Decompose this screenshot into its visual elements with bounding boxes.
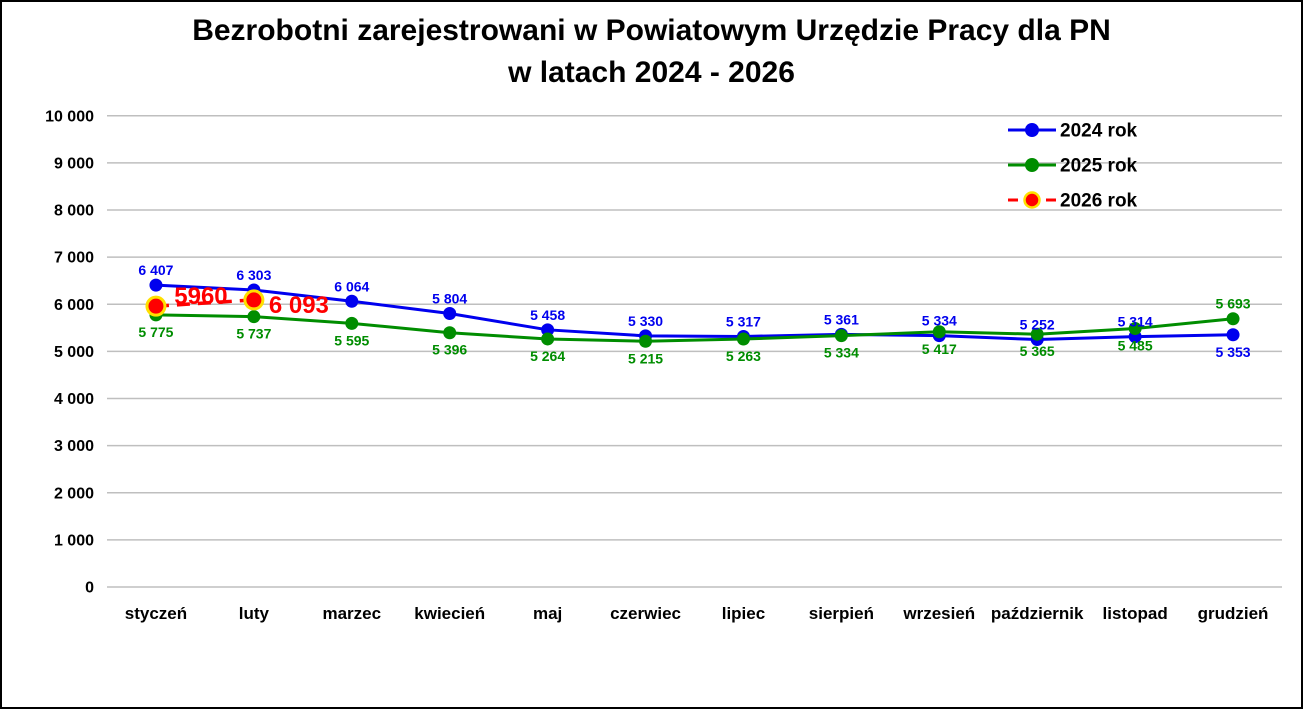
data-point-marker (243, 289, 265, 311)
data-point-label: 5 330 (628, 313, 663, 329)
x-axis-category-label: lipiec (722, 604, 765, 623)
legend-label: 2025 rok (1060, 156, 1138, 177)
data-point-label: 5 417 (922, 341, 957, 357)
data-point-marker (247, 310, 261, 324)
x-axis-category-label: maj (533, 604, 562, 623)
data-point-marker (541, 323, 555, 337)
x-axis-category-label: październik (991, 604, 1084, 623)
data-point-marker (736, 332, 750, 346)
data-point-label: 5 595 (334, 332, 369, 348)
data-point-marker (145, 295, 167, 317)
data-point-marker (1128, 322, 1142, 336)
y-axis-tick-label: 0 (85, 580, 94, 597)
data-point-label: 5 334 (824, 345, 859, 361)
y-axis-tick-label: 4 000 (54, 391, 94, 408)
x-axis-category-label: wrzesień (902, 604, 975, 623)
data-point-marker (345, 316, 359, 330)
x-axis-category-label: sierpień (809, 604, 874, 623)
data-point-label: 5 215 (628, 350, 663, 366)
data-point-label: 5 396 (432, 342, 467, 358)
data-point-label: 5 458 (530, 307, 565, 323)
x-axis-category-label: marzec (322, 604, 381, 623)
data-point-label: 5 263 (726, 348, 761, 364)
data-point-label: 5 485 (1118, 338, 1153, 354)
y-axis-tick-label: 3 000 (54, 438, 94, 455)
y-axis-tick-label: 10 000 (45, 108, 94, 125)
y-axis-tick-label: 8 000 (54, 203, 94, 220)
legend-marker-icon (1023, 191, 1041, 209)
data-point-label: 5960 (174, 283, 227, 310)
data-point-marker (834, 329, 848, 343)
x-axis-category-label: czerwiec (610, 604, 681, 623)
data-point-label: 5 804 (432, 291, 467, 307)
legend-marker-icon (1025, 158, 1039, 172)
data-point-label: 6 303 (236, 267, 271, 283)
data-point-label: 5 775 (138, 324, 173, 340)
x-axis-category-label: listopad (1103, 604, 1168, 623)
data-point-marker (1226, 328, 1240, 342)
data-point-marker (149, 278, 163, 292)
data-point-marker (639, 334, 653, 348)
series-line-2024-rok (155, 283, 1234, 342)
data-point-label: 6 064 (334, 278, 369, 294)
x-axis-category-label: kwiecień (414, 604, 485, 623)
data-point-label: 5 264 (530, 348, 565, 364)
y-axis-tick-label: 1 000 (54, 532, 94, 549)
series-line-2025-rok (155, 313, 1234, 343)
data-point-marker (1226, 312, 1240, 326)
data-point-marker (443, 326, 457, 340)
data-point-label: 6 407 (138, 262, 173, 278)
data-point-label: 5 252 (1020, 317, 1055, 333)
data-point-label: 5 317 (726, 313, 761, 329)
data-point-label: 5 353 (1216, 344, 1251, 360)
data-point-marker (345, 294, 359, 308)
y-axis-tick-label: 9 000 (54, 155, 94, 172)
y-axis-tick-label: 5 000 (54, 344, 94, 361)
x-axis-category-label: luty (239, 604, 270, 623)
y-axis-tick-label: 6 000 (54, 297, 94, 314)
data-point-label: 6 093 (269, 292, 329, 319)
y-axis-tick-label: 2 000 (54, 485, 94, 502)
chart-title: Bezrobotni zarejestrowani w Powiatowym U… (192, 14, 1111, 89)
data-point-marker (1030, 327, 1044, 341)
data-point-label: 5 365 (1020, 343, 1055, 359)
data-point-label: 5 314 (1118, 314, 1153, 330)
data-point-label: 5 334 (922, 313, 957, 329)
x-axis-category-label: styczeń (125, 604, 187, 623)
y-axis-tick-label: 7 000 (54, 250, 94, 267)
legend-label: 2026 rok (1060, 191, 1138, 212)
legend-marker-icon (1025, 123, 1039, 137)
data-point-label: 5 361 (824, 311, 859, 327)
legend-label: 2024 rok (1060, 121, 1138, 142)
data-point-label: 5 693 (1216, 296, 1251, 312)
data-point-marker (541, 332, 555, 346)
data-point-label: 5 737 (236, 326, 271, 342)
data-point-marker (443, 307, 457, 321)
data-point-marker (932, 325, 946, 339)
series-line-2026-rok (155, 298, 254, 308)
x-axis-category-label: grudzień (1198, 604, 1269, 623)
